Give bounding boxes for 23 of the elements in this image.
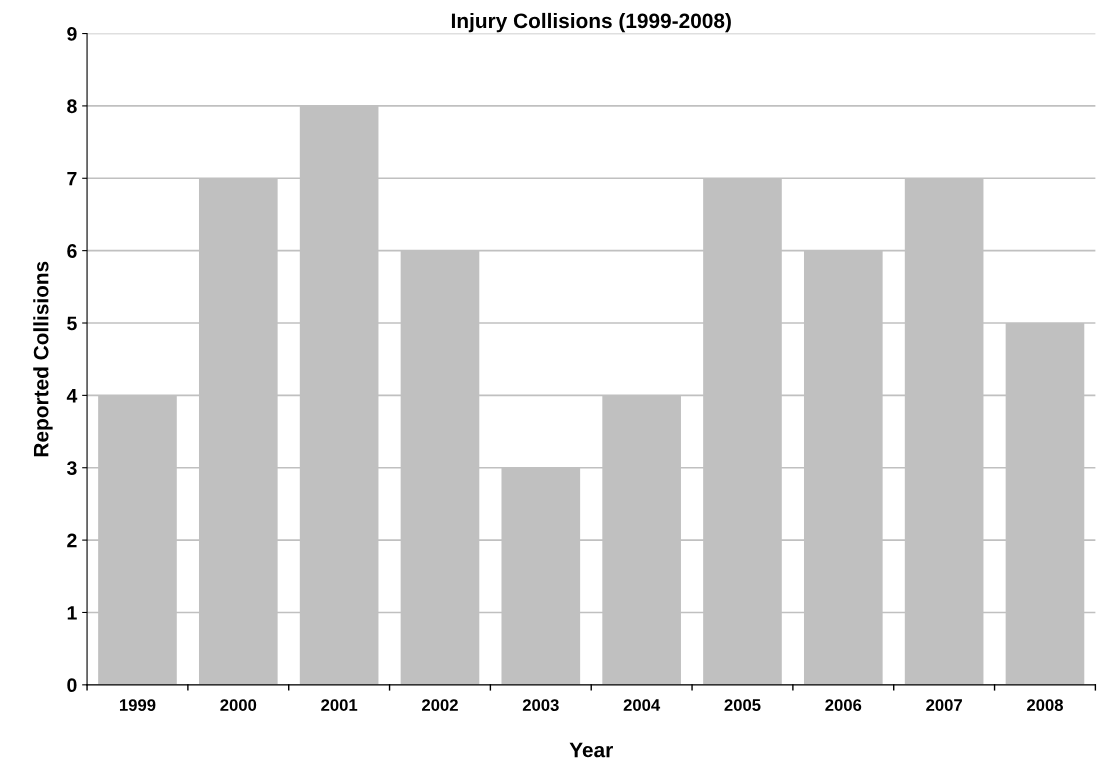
y-axis-title: Reported Collisions bbox=[33, 261, 53, 457]
x-tick-label: 1999 bbox=[119, 699, 156, 711]
y-tick-label: 4 bbox=[66, 389, 78, 403]
x-tick-label: 2000 bbox=[220, 699, 257, 711]
y-tick-label: 8 bbox=[67, 99, 77, 114]
x-tick-label: 2008 bbox=[1027, 699, 1063, 711]
y-tick-label: 7 bbox=[67, 171, 77, 186]
y-tick-label: 2 bbox=[67, 533, 77, 548]
x-axis-title: Year bbox=[569, 742, 613, 758]
x-tick-label: 2007 bbox=[926, 699, 962, 711]
x-tick-label: 2001 bbox=[321, 699, 358, 711]
x-tick-label: 2006 bbox=[825, 699, 862, 711]
y-tick-label: 5 bbox=[67, 316, 77, 331]
x-tick-label: 2002 bbox=[422, 699, 458, 711]
y-tick-label: 0 bbox=[67, 678, 77, 693]
x-tick-label: 2003 bbox=[522, 699, 559, 711]
y-tick-label: 3 bbox=[66, 461, 77, 475]
y-tick-label: 6 bbox=[67, 244, 77, 258]
chart-title: Injury Collisions (1999-2008) bbox=[451, 12, 731, 33]
y-tick-label: 9 bbox=[67, 27, 77, 41]
x-tick-label: 2005 bbox=[724, 699, 761, 711]
x-tick-label: 2004 bbox=[623, 699, 661, 711]
y-tick-label: 1 bbox=[67, 606, 77, 620]
